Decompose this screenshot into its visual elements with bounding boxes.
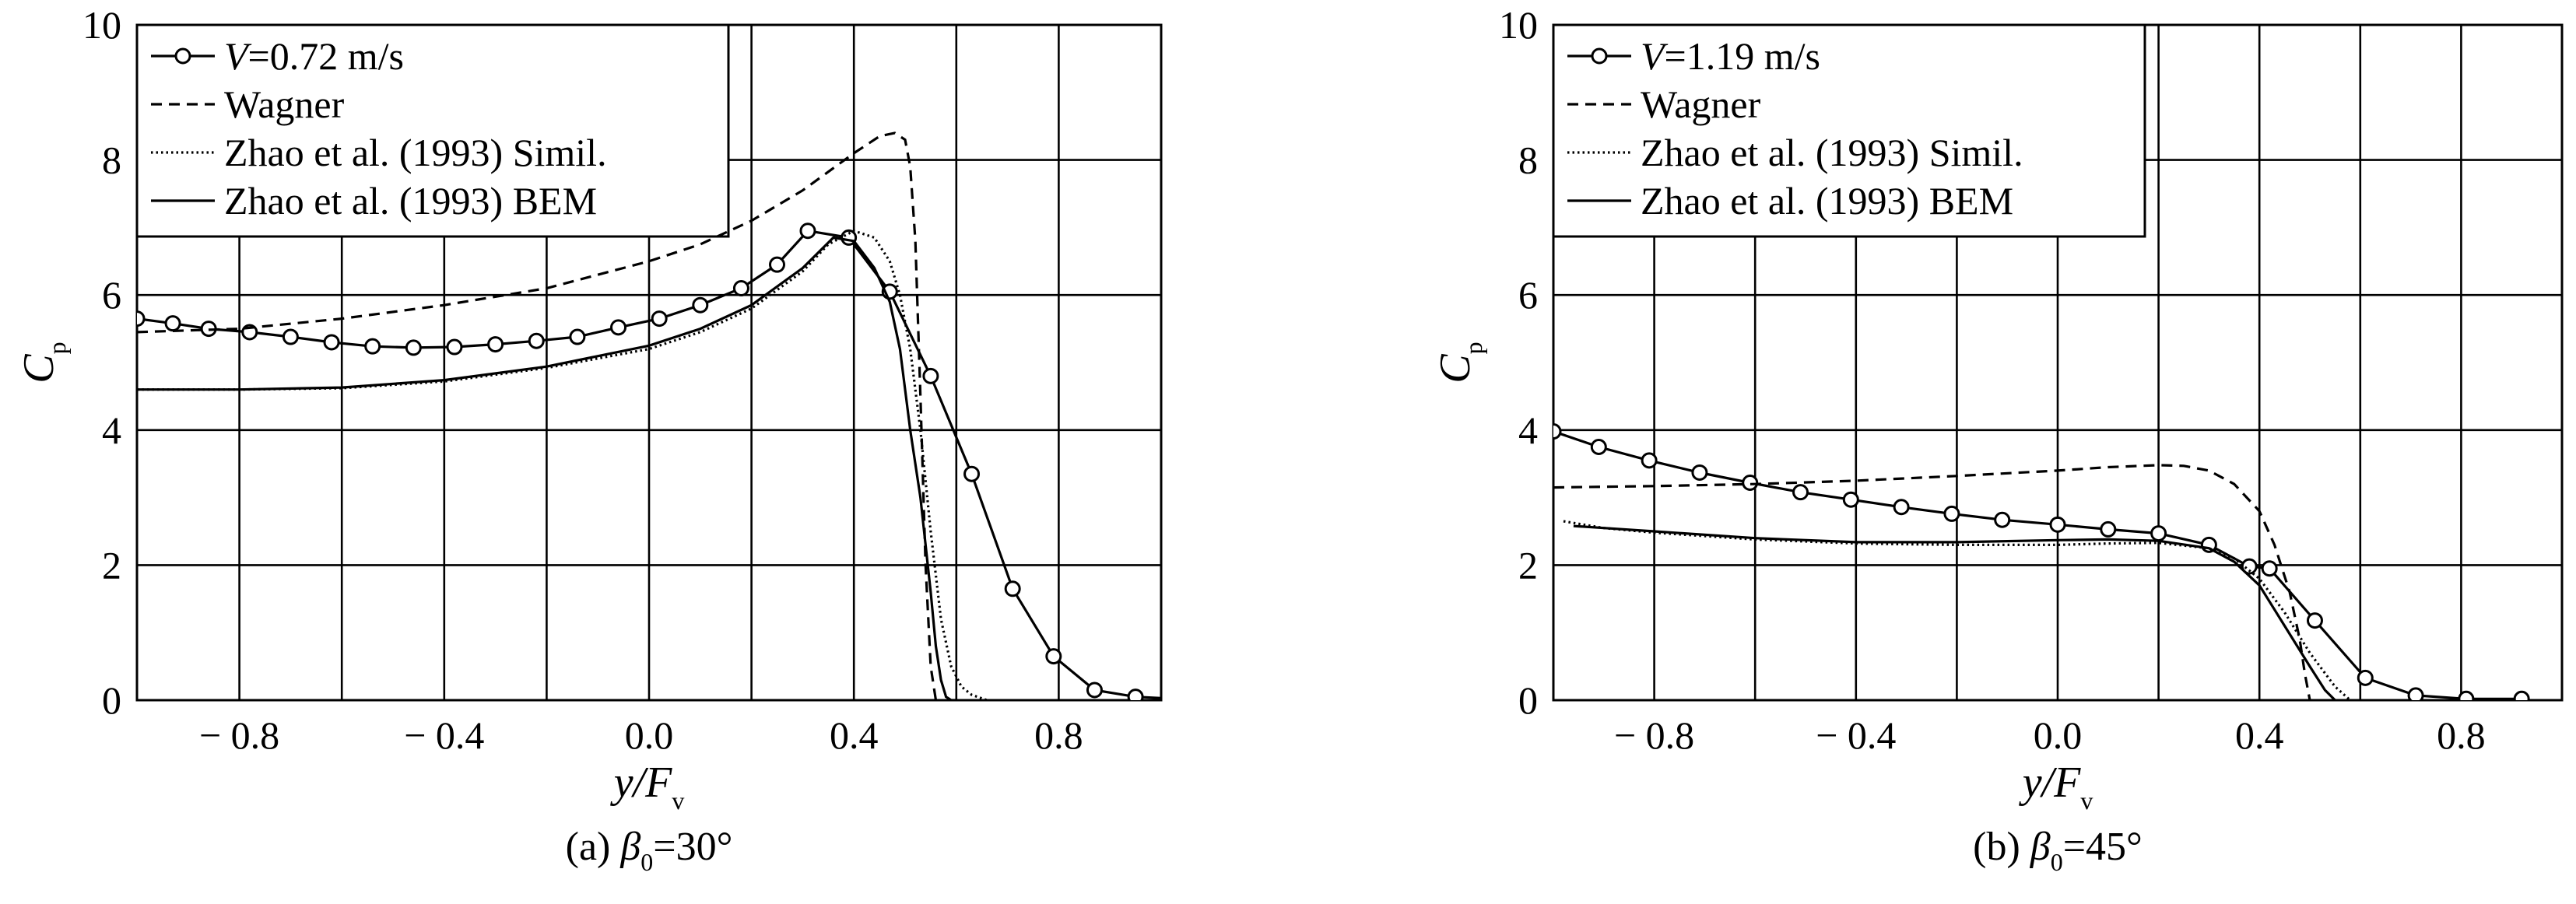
data-point [1994, 511, 2011, 528]
data-point [364, 338, 381, 355]
y-tick-label: 4 [102, 408, 121, 452]
legend-label: Wagner [1641, 82, 1761, 126]
series-line [137, 131, 938, 700]
data-point [1553, 423, 1562, 440]
data-point [1086, 682, 1103, 699]
x-tick-label: − 0.4 [1816, 713, 1896, 757]
x-tick-label: 0.4 [2235, 713, 2284, 757]
data-point [2241, 558, 2258, 575]
y-axis-title: Cp [1431, 342, 1487, 383]
legend-label: V=1.19 m/s [1641, 34, 1820, 78]
data-point [2049, 516, 2066, 533]
data-point [323, 334, 340, 351]
x-tick-label: 0.0 [625, 713, 674, 757]
data-point [569, 328, 586, 345]
legend-marker [174, 47, 191, 65]
series-group [1553, 423, 2530, 700]
y-tick-label: 0 [1518, 678, 1538, 722]
data-point [2407, 687, 2424, 700]
data-point [1590, 439, 1607, 455]
x-tick-label: 0.0 [2034, 713, 2083, 757]
legend-marker [1591, 47, 1608, 65]
series-line [1553, 464, 2311, 700]
series-line [137, 236, 956, 700]
y-tick-label: 8 [102, 138, 121, 182]
data-point [1792, 484, 1809, 501]
data-point [1127, 689, 1144, 700]
data-point [692, 296, 709, 314]
y-tick-label: 10 [82, 3, 121, 47]
data-point [1004, 580, 1021, 597]
series-line [1573, 524, 2336, 700]
data-point [2150, 525, 2167, 542]
data-point [1742, 475, 1759, 492]
data-point [2100, 520, 2117, 538]
data-point [963, 465, 981, 482]
data-point [1691, 464, 1708, 481]
x-axis-title: y/Fv [2019, 759, 2093, 815]
y-tick-label: 0 [102, 678, 121, 722]
data-point [2357, 669, 2374, 686]
y-tick-label: 2 [1518, 543, 1538, 587]
x-tick-label: − 0.8 [199, 713, 279, 757]
data-point [1045, 648, 1062, 665]
legend-box [1552, 23, 2146, 238]
data-point [137, 310, 146, 328]
x-tick-label: 0.8 [1034, 713, 1083, 757]
y-tick-label: 8 [1518, 138, 1538, 182]
x-tick-label: 0.8 [2437, 713, 2486, 757]
legend-label: Zhao et al. (1993) BEM [1641, 179, 2013, 222]
data-point [2261, 560, 2278, 577]
y-tick-label: 4 [1518, 408, 1538, 452]
panel-caption: (a) β0=30° [566, 825, 733, 876]
x-axis-title: y/Fv [610, 759, 685, 815]
panel-caption: (b) β0=45° [1973, 825, 2143, 876]
data-point [1641, 452, 1658, 469]
data-point [1893, 499, 1910, 516]
data-point [769, 256, 785, 273]
data-point [1943, 505, 1960, 522]
x-tick-label: 0.4 [830, 713, 879, 757]
legend-label: Zhao et al. (1993) BEM [224, 179, 597, 222]
y-tick-label: 6 [102, 273, 121, 317]
data-point [405, 339, 422, 356]
chart-panel-a: − 0.8 − 0.4 0.0 0.4 0.8 0 2 4 6 8 10 y/Fv Cp (a) β0=3… [15, 3, 1163, 876]
legend-label: Wagner [224, 82, 345, 126]
y-tick-label: 10 [1499, 3, 1538, 47]
data-point [732, 280, 749, 297]
data-point [651, 310, 668, 328]
x-tick-label: − 0.4 [404, 713, 484, 757]
data-point [922, 367, 939, 384]
series-group [137, 131, 1161, 700]
y-tick-label: 6 [1518, 273, 1538, 317]
y-axis-title: Cp [15, 342, 71, 383]
series-line [137, 229, 988, 700]
data-point [446, 338, 463, 356]
data-point [1842, 491, 1859, 508]
series-line [1563, 520, 2351, 700]
legend-label: V=0.72 m/s [224, 34, 404, 78]
legend-box [135, 23, 730, 238]
data-point [528, 332, 545, 349]
legend-label: Zhao et al. (1993) Simil. [1641, 131, 2023, 174]
legend-label: Zhao et al. (1993) Simil. [224, 131, 607, 174]
data-point [164, 315, 181, 332]
data-point [610, 319, 627, 336]
data-point [487, 336, 504, 353]
y-tick-label: 2 [102, 543, 121, 587]
data-point [2513, 690, 2530, 700]
data-point [2458, 690, 2475, 700]
chart-panel-b: − 0.8 − 0.4 0.0 0.4 0.8 0 2 4 6 8 10 y/Fv Cp (b) β0=4… [1431, 3, 2564, 876]
x-tick-label: − 0.8 [1614, 713, 1694, 757]
data-point [2306, 612, 2323, 629]
data-point [799, 222, 816, 240]
data-point [282, 328, 299, 345]
